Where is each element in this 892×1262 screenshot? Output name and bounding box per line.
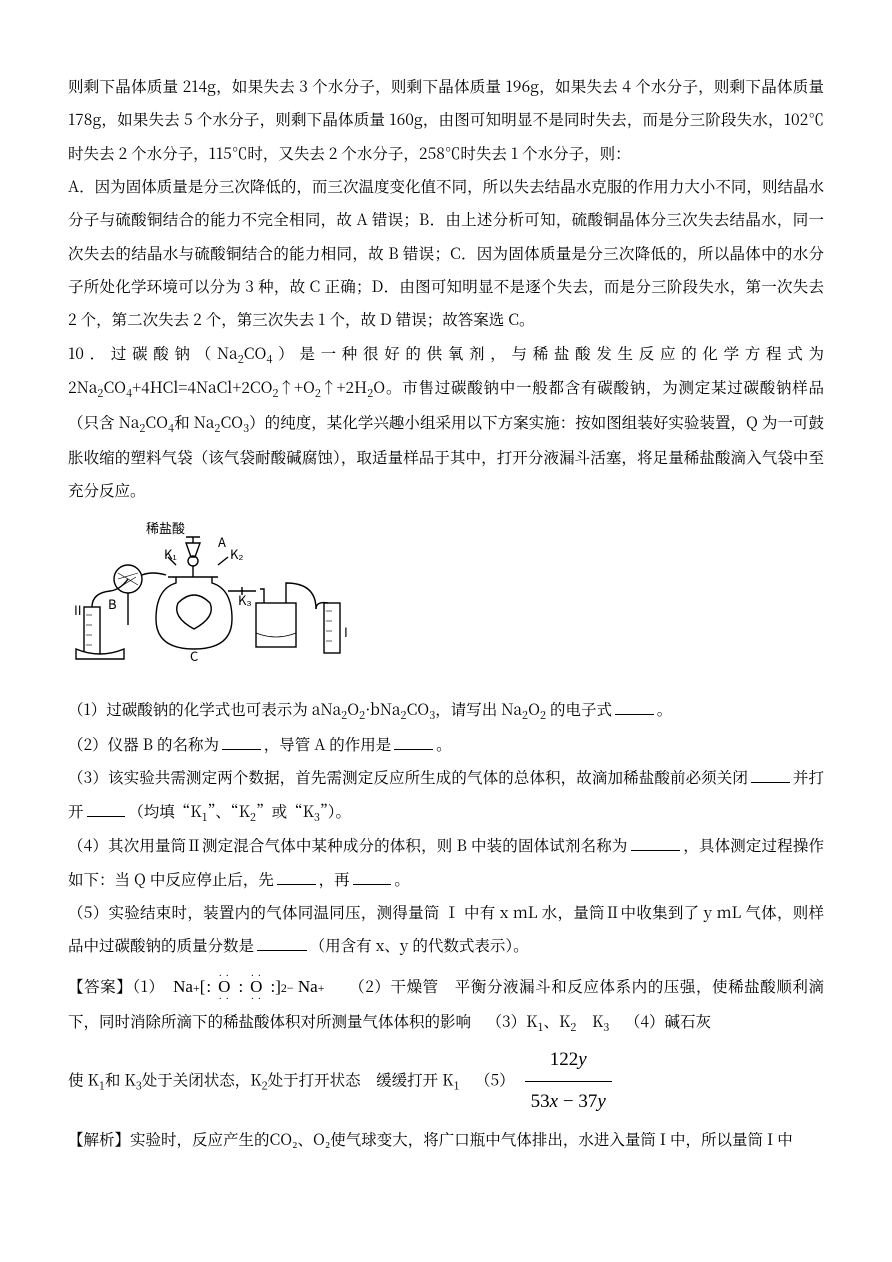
- blank-4c: [353, 868, 392, 885]
- part-1: （1）过碳酸钠的化学式也可表示为 aNa2O2·bNa2CO3，请写出 Na2O…: [68, 693, 824, 728]
- explain-block: 【解析】实验时，反应产生的CO₂、O₂使气球变大，将广口瓶中气体排出，水进入量筒…: [68, 1123, 824, 1156]
- svg-text:A: A: [218, 532, 226, 551]
- lewis-structure: Na+[:O:O:]2− Na+: [173, 969, 324, 1006]
- apparatus-figure: 稀盐酸 K₁ K₂ K₃ A B C II I: [68, 515, 368, 687]
- fig-label-hcl: 稀盐酸: [146, 518, 185, 537]
- svg-text:B: B: [108, 594, 117, 613]
- answer-block: 【答案】（1） Na+[:O:O:]2− Na+ （2）干燥管 平衡分液漏斗和反…: [68, 969, 824, 1040]
- blank-5: [257, 935, 307, 952]
- fraction: 122y 53x − 37y: [525, 1040, 612, 1123]
- part-2: （2）仪器 B 的名称为，导管 A 的作用是。: [68, 728, 824, 761]
- blank-3b: [87, 800, 126, 817]
- part-4: （4）其次用量筒Ⅱ测定混合气体中某种成分的体积，则 B 中装的固体试剂名称为，具…: [68, 829, 824, 896]
- svg-text:K₁: K₁: [164, 544, 177, 563]
- preamble-p1: 则剩下晶体质量 214g，如果失去 3 个水分子，则剩下晶体质量 196g，如果…: [68, 70, 824, 170]
- svg-text:K₂: K₂: [230, 544, 243, 563]
- blank-4a: [631, 835, 681, 852]
- q10-intro: 10．过碳酸钠（Na2CO4）是一种很好的供氧剂，与稀盐酸发生反应的化学方程式为…: [68, 337, 824, 508]
- svg-text:K₃: K₃: [238, 590, 252, 609]
- svg-text:C: C: [190, 646, 198, 665]
- preamble-p2: A．因为固体质量是分三次降低的，而三次温度变化值不同，所以失去结晶水克服的作用力…: [68, 170, 824, 337]
- svg-text:II: II: [74, 600, 82, 619]
- blank-2a: [222, 734, 261, 751]
- blank-1: [615, 699, 654, 716]
- part-3: （3）该实验共需测定两个数据，首先需测定反应所生成的气体的总体积，故滴加稀盐酸前…: [68, 761, 824, 829]
- blank-2b: [394, 734, 433, 751]
- blank-3a: [751, 767, 790, 784]
- part-5: （5）实验结束时，装置内的气体同温同压，测得量筒 Ⅰ 中有 x mL 水，量筒Ⅱ…: [68, 896, 824, 963]
- svg-text:I: I: [344, 622, 348, 641]
- blank-4b: [277, 868, 316, 885]
- answer-block-2: 使 K1和 K3处于关闭状态，K2处于打开状态 缓缓打开 K1 （5） 122y…: [68, 1040, 824, 1123]
